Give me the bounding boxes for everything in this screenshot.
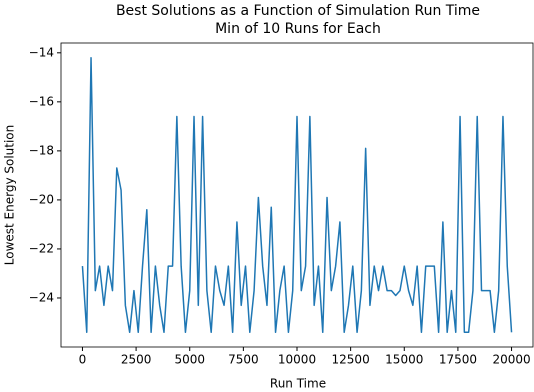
x-tick-label: 17500	[439, 353, 477, 367]
x-tick-label: 5000	[174, 353, 205, 367]
y-tick-label: −24	[29, 290, 54, 304]
y-axis-label: Lowest Energy Solution	[3, 125, 17, 266]
y-tick-label: −20	[29, 192, 54, 206]
y-tick-label: −22	[29, 241, 54, 255]
x-tick-label: 7500	[228, 353, 259, 367]
x-tick-label: 2500	[121, 353, 152, 367]
x-tick-label: 0	[79, 353, 87, 367]
x-tick-label: 10000	[278, 353, 316, 367]
y-tick-label: −14	[29, 45, 54, 59]
x-tick-label: 20000	[492, 353, 530, 367]
chart-title: Best Solutions as a Function of Simulati…	[116, 3, 480, 19]
x-tick-label: 15000	[385, 353, 423, 367]
data-line	[81, 56, 513, 334]
x-tick-label: 12500	[332, 353, 370, 367]
chart-subtitle: Min of 10 Runs for Each	[215, 21, 381, 37]
x-axis-label: Run Time	[270, 377, 326, 391]
y-tick-label: −16	[29, 94, 54, 108]
y-tick-label: −18	[29, 143, 54, 157]
